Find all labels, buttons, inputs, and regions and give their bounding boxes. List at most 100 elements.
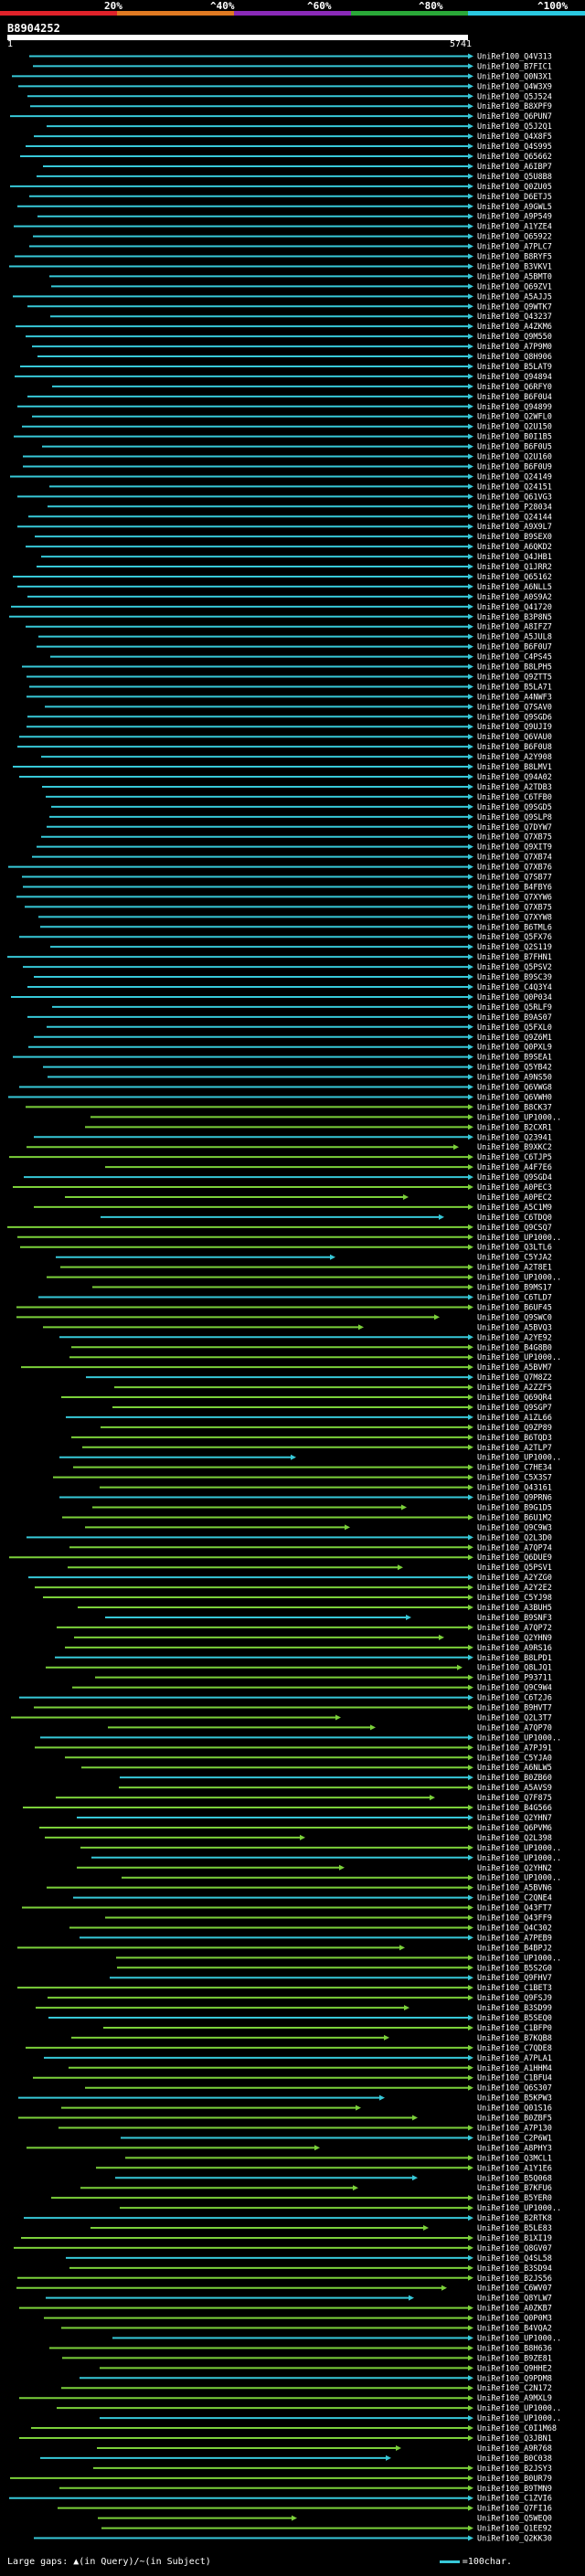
hit-label[interactable]: UniRef100_A0PEC2	[477, 1193, 552, 1203]
hit-label[interactable]: UniRef100_UP1000..	[477, 1874, 561, 1883]
hit-label[interactable]: UniRef100_Q7F875	[477, 1794, 552, 1803]
hit-label[interactable]: UniRef100_Q9PDM8	[477, 2374, 552, 2383]
hit-label[interactable]: UniRef100_C1ZVI6	[477, 2495, 552, 2504]
hit-label[interactable]: UniRef100_UP1000..	[477, 1234, 561, 1243]
hit-label[interactable]: UniRef100_A5AVS9	[477, 1784, 552, 1793]
hit-label[interactable]: UniRef100_C0I1M68	[477, 2424, 557, 2433]
hit-label[interactable]: UniRef100_Q5U8B8	[477, 173, 552, 182]
hit-label[interactable]: UniRef100_B5KPW3	[477, 2094, 552, 2104]
hit-label[interactable]: UniRef100_D6ETJ5	[477, 193, 552, 202]
hit-label[interactable]: UniRef100_Q0P0M3	[477, 2315, 552, 2324]
hit-label[interactable]: UniRef100_Q2KK30	[477, 2535, 552, 2543]
hit-label[interactable]: UniRef100_Q43FT7	[477, 1904, 552, 1913]
hit-label[interactable]: UniRef100_B9MS17	[477, 1284, 552, 1293]
hit-label[interactable]: UniRef100_C2QNE4	[477, 1894, 552, 1903]
hit-label[interactable]: UniRef100_Q9ZP89	[477, 1424, 552, 1433]
hit-label[interactable]: UniRef100_B5YER0	[477, 2194, 552, 2203]
hit-label[interactable]: UniRef100_Q3LTL6	[477, 1244, 552, 1253]
hit-label[interactable]: UniRef100_Q3JBN1	[477, 2434, 552, 2443]
hit-label[interactable]: UniRef100_B9XKC2	[477, 1143, 552, 1152]
hit-label[interactable]: UniRef100_Q6VAU0	[477, 733, 552, 742]
hit-label[interactable]: UniRef100_Q2YHN2	[477, 1864, 552, 1873]
hit-label[interactable]: UniRef100_UP1000..	[477, 1454, 561, 1463]
hit-label[interactable]: UniRef100_B9ZE81	[477, 2354, 552, 2363]
hit-label[interactable]: UniRef100_B6U1M2	[477, 1513, 552, 1522]
hit-label[interactable]: UniRef100_Q7XYW6	[477, 893, 552, 902]
hit-label[interactable]: UniRef100_B8LPH5	[477, 663, 552, 673]
hit-label[interactable]: UniRef100_Q9Z6M1	[477, 1034, 552, 1043]
hit-label[interactable]: UniRef100_Q9SGD4	[477, 1173, 552, 1182]
hit-label[interactable]: UniRef100_Q2L398	[477, 1834, 552, 1843]
hit-label[interactable]: UniRef100_Q5YB42	[477, 1064, 552, 1073]
hit-label[interactable]: UniRef100_Q61VG3	[477, 493, 552, 502]
hit-label[interactable]: UniRef100_A7P130	[477, 2125, 552, 2134]
hit-label[interactable]: UniRef100_B5LAT9	[477, 363, 552, 372]
hit-label[interactable]: UniRef100_Q7XB75	[477, 833, 552, 843]
hit-label[interactable]: UniRef100_Q5J524	[477, 92, 552, 101]
hit-label[interactable]: UniRef100_A2Y2E2	[477, 1584, 552, 1593]
hit-label[interactable]: UniRef100_B2CXR1	[477, 1123, 552, 1132]
hit-label[interactable]: UniRef100_Q01S16	[477, 2104, 552, 2114]
hit-label[interactable]: UniRef100_B7FHN1	[477, 953, 552, 962]
hit-label[interactable]: UniRef100_Q69ZV1	[477, 282, 552, 292]
hit-label[interactable]: UniRef100_Q4V313	[477, 52, 552, 61]
hit-label[interactable]: UniRef100_A1ZL66	[477, 1414, 552, 1423]
hit-label[interactable]: UniRef100_A6NLL5	[477, 583, 552, 592]
hit-label[interactable]: UniRef100_Q65662	[477, 153, 552, 162]
hit-label[interactable]: UniRef100_B9SEX0	[477, 533, 552, 542]
hit-label[interactable]: UniRef100_A2TLP7	[477, 1444, 552, 1453]
hit-label[interactable]: UniRef100_B3SD99	[477, 2004, 552, 2013]
hit-label[interactable]: UniRef100_B2RTK8	[477, 2214, 552, 2223]
hit-label[interactable]: UniRef100_UP1000..	[477, 1733, 561, 1743]
hit-label[interactable]: UniRef100_A2Y908	[477, 753, 552, 762]
hit-label[interactable]: UniRef100_Q5FXL0	[477, 1023, 552, 1033]
hit-label[interactable]: UniRef100_A6IBP7	[477, 163, 552, 172]
hit-label[interactable]: UniRef100_Q4JHB1	[477, 553, 552, 562]
hit-label[interactable]: UniRef100_Q1EE92	[477, 2525, 552, 2534]
hit-label[interactable]: UniRef100_C7HE34	[477, 1464, 552, 1473]
hit-label[interactable]: UniRef100_A5AJJ5	[477, 292, 552, 302]
hit-label[interactable]: UniRef100_C2P6W1	[477, 2134, 552, 2143]
hit-label[interactable]: UniRef100_Q5J2Q1	[477, 122, 552, 132]
hit-label[interactable]: UniRef100_C7QDE8	[477, 2044, 552, 2053]
hit-label[interactable]: UniRef100_B5LE83	[477, 2224, 552, 2233]
hit-label[interactable]: UniRef100_C6WV07	[477, 2284, 552, 2294]
hit-label[interactable]: UniRef100_B5SEQ0	[477, 2014, 552, 2023]
hit-label[interactable]: UniRef100_Q94899	[477, 403, 552, 412]
hit-label[interactable]: UniRef100_A7QP74	[477, 1543, 552, 1553]
hit-label[interactable]: UniRef100_Q9SGD6	[477, 713, 552, 722]
hit-label[interactable]: UniRef100_Q9SGP7	[477, 1404, 552, 1413]
hit-label[interactable]: UniRef100_Q7XB75	[477, 903, 552, 912]
hit-label[interactable]: UniRef100_Q2L3T7	[477, 1713, 552, 1723]
hit-label[interactable]: UniRef100_Q7XB74	[477, 853, 552, 863]
hit-label[interactable]: UniRef100_P28034	[477, 503, 552, 512]
hit-label[interactable]: UniRef100_Q9HHE2	[477, 2364, 552, 2373]
hit-label[interactable]: UniRef100_C1BFP0	[477, 2024, 552, 2033]
hit-label[interactable]: UniRef100_UP1000..	[477, 1113, 561, 1122]
hit-label[interactable]: UniRef100_Q0PXL9	[477, 1044, 552, 1053]
hit-label[interactable]: UniRef100_Q7FI16	[477, 2505, 552, 2514]
hit-label[interactable]: UniRef100_A5C1M9	[477, 1203, 552, 1213]
hit-label[interactable]: UniRef100_Q8YLW7	[477, 2295, 552, 2304]
hit-label[interactable]: UniRef100_B3P8N5	[477, 613, 552, 622]
hit-label[interactable]: UniRef100_B6F0U9	[477, 463, 552, 472]
hit-label[interactable]: UniRef100_B8H636	[477, 2344, 552, 2353]
hit-label[interactable]: UniRef100_A7PLA1	[477, 2054, 552, 2063]
hit-label[interactable]: UniRef100_Q24144	[477, 513, 552, 522]
hit-label[interactable]: UniRef100_A4ZKM6	[477, 323, 552, 332]
hit-label[interactable]: UniRef100_B9SNF3	[477, 1614, 552, 1623]
hit-label[interactable]: UniRef100_B7FIC1	[477, 62, 552, 71]
hit-label[interactable]: UniRef100_UP1000..	[477, 2414, 561, 2423]
hit-label[interactable]: UniRef100_Q9PRN6	[477, 1494, 552, 1503]
hit-label[interactable]: UniRef100_Q2WFL0	[477, 413, 552, 422]
hit-label[interactable]: UniRef100_A0S9A2	[477, 593, 552, 602]
hit-label[interactable]: UniRef100_B2JS56	[477, 2274, 552, 2284]
hit-label[interactable]: UniRef100_A7PLC7	[477, 243, 552, 252]
hit-label[interactable]: UniRef100_Q4C302	[477, 1924, 552, 1933]
hit-label[interactable]: UniRef100_Q6RFY0	[477, 383, 552, 392]
hit-label[interactable]: UniRef100_Q2U150	[477, 423, 552, 432]
hit-label[interactable]: UniRef100_Q6DUE9	[477, 1553, 552, 1563]
hit-label[interactable]: UniRef100_Q65922	[477, 233, 552, 242]
hit-label[interactable]: UniRef100_C5YJA0	[477, 1754, 552, 1763]
hit-label[interactable]: UniRef100_B0I1B5	[477, 433, 552, 442]
